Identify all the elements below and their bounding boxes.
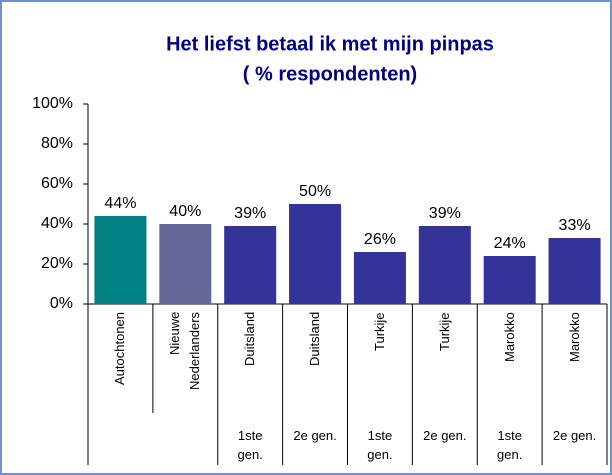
group-label: 2e gen. [423,428,467,443]
bar [289,204,342,304]
group-label-box: 2e gen. [412,426,477,445]
category-label-box: Nieuwe Nederlanders [153,312,218,406]
value-label: 26% [364,231,396,248]
group-label: 1ste gen. [497,428,523,462]
category-label: Turkije [371,312,387,351]
bar [418,226,471,304]
y-tick-label: 0% [50,295,73,312]
value-label: 39% [234,205,266,222]
bar [159,224,212,304]
category-label-box: Marokko [477,312,542,406]
chart-title: Het liefst betaal ik met mijn pinpas [166,33,494,55]
group-label-box: 1ste gen. [348,426,413,464]
group-label-box: 1ste gen. [477,426,542,464]
value-label: 39% [429,205,461,222]
chart-subtitle: ( % respondenten) [243,63,417,85]
group-label: 2e gen. [552,428,597,443]
category-label-box: Duitsland [283,312,348,406]
group-label-box: 1ste gen. [218,426,283,464]
category-label: Nieuwe Nederlanders [167,312,203,391]
category-label-box: Autochtonen [88,312,153,406]
category-label-box: Turkije [348,312,413,406]
group-label: 1ste gen. [237,428,263,462]
bar [353,252,406,304]
value-label: 24% [494,235,526,252]
y-tick-label: 100% [32,95,73,112]
y-tick-label: 60% [41,175,73,192]
category-label: Marokko [501,312,517,362]
category-label: Duitsland [307,312,323,367]
value-label: 44% [104,195,136,212]
category-label: Turkije [436,312,452,351]
category-label-box: Turkije [412,312,477,406]
bar [548,238,601,304]
category-label: Duitsland [242,312,258,367]
bar [483,256,536,304]
category-label: Marokko [566,312,582,362]
category-label-box: Marokko [542,312,607,406]
y-tick-label: 40% [41,215,73,232]
value-label: 50% [299,183,331,200]
group-label: 1ste gen. [367,428,393,462]
group-label-box: 2e gen. [283,426,348,445]
bar [224,226,277,304]
group-label-box: 2e gen. [542,426,607,445]
group-label: 2e gen. [293,428,337,443]
category-label-box: Duitsland [218,312,283,406]
value-label: 33% [559,217,591,234]
y-tick-label: 20% [41,255,73,272]
bar [94,216,147,304]
y-tick-label: 80% [41,135,73,152]
value-label: 40% [169,203,201,220]
category-label: Autochtonen [112,312,128,386]
